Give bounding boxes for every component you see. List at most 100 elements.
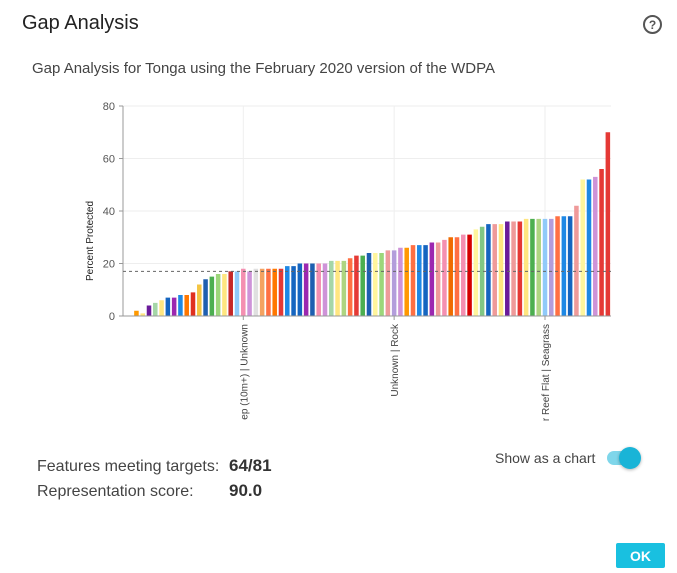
bar bbox=[542, 218, 548, 316]
bar bbox=[511, 221, 516, 316]
x-category-label: ep (10m+) | Unknown bbox=[239, 324, 250, 420]
bar bbox=[505, 221, 510, 316]
bar bbox=[297, 263, 303, 316]
bar bbox=[454, 237, 460, 316]
bar bbox=[517, 221, 523, 316]
bar bbox=[567, 216, 573, 316]
bar bbox=[574, 205, 579, 316]
bar bbox=[423, 245, 428, 316]
bar bbox=[278, 268, 284, 316]
bar bbox=[234, 271, 240, 316]
bar bbox=[165, 297, 171, 316]
bar bbox=[410, 245, 416, 316]
bar bbox=[379, 253, 384, 316]
bar bbox=[190, 292, 196, 316]
bar bbox=[467, 234, 472, 316]
stats-panel: Features meeting targets: 64/81 Represen… bbox=[37, 456, 272, 506]
help-icon[interactable]: ? bbox=[643, 15, 662, 34]
bar bbox=[461, 234, 466, 316]
bar bbox=[203, 279, 208, 316]
bar bbox=[197, 284, 202, 316]
y-tick-label: 20 bbox=[103, 259, 115, 271]
bar bbox=[435, 242, 441, 316]
bar bbox=[498, 224, 504, 316]
bar bbox=[341, 260, 347, 316]
features-meeting-targets-value: 64/81 bbox=[229, 456, 272, 475]
bar bbox=[448, 237, 453, 316]
dialog-title: Gap Analysis bbox=[22, 12, 139, 34]
bar bbox=[561, 216, 567, 316]
y-tick-label: 40 bbox=[103, 206, 115, 218]
bar bbox=[222, 274, 227, 316]
bar bbox=[209, 276, 215, 316]
bar bbox=[360, 255, 365, 316]
bar bbox=[354, 255, 359, 316]
bar bbox=[159, 300, 164, 316]
bar bbox=[322, 263, 328, 316]
features-meeting-targets-label: Features meeting targets: bbox=[37, 458, 220, 475]
bar bbox=[184, 295, 189, 316]
y-tick-label: 0 bbox=[109, 311, 115, 323]
bar bbox=[335, 260, 340, 316]
bar bbox=[442, 239, 447, 316]
representation-score-value: 90.0 bbox=[229, 481, 263, 500]
bar bbox=[523, 218, 529, 316]
y-axis-label: Percent Protected bbox=[85, 201, 96, 281]
bar bbox=[247, 271, 252, 316]
bar bbox=[586, 179, 592, 316]
bar bbox=[479, 226, 485, 316]
bar bbox=[303, 263, 309, 316]
bar bbox=[253, 268, 259, 316]
bar bbox=[241, 268, 246, 316]
bar bbox=[486, 224, 491, 316]
bar bbox=[266, 268, 271, 316]
features-meeting-targets-row: Features meeting targets: 64/81 bbox=[37, 456, 272, 481]
bar bbox=[178, 295, 183, 316]
bar bbox=[291, 266, 296, 316]
bar bbox=[398, 247, 403, 316]
dialog-subtitle: Gap Analysis for Tonga using the Februar… bbox=[32, 60, 496, 77]
bar bbox=[599, 169, 604, 316]
y-tick-label: 60 bbox=[103, 154, 115, 166]
gap-analysis-chart: 0 20 40 60 80 Percent Protected ep (10m+) | Un… bbox=[85, 101, 611, 421]
x-category-label: Unknown | Rock bbox=[390, 323, 401, 397]
bar bbox=[171, 297, 177, 316]
bar bbox=[140, 313, 145, 316]
show-as-chart-toggle[interactable] bbox=[607, 447, 642, 469]
bar bbox=[593, 176, 598, 316]
x-category-label: r Reef Flat | Seagrass bbox=[541, 324, 552, 421]
bar bbox=[146, 305, 152, 316]
bar bbox=[310, 263, 315, 316]
y-tick-label: 80 bbox=[103, 101, 115, 113]
ok-button[interactable]: OK bbox=[616, 543, 665, 568]
bar bbox=[536, 218, 541, 316]
bar bbox=[285, 266, 290, 316]
bar bbox=[215, 274, 221, 316]
bar bbox=[228, 271, 233, 316]
bar bbox=[429, 242, 435, 316]
representation-score-row: Representation score: 90.0 bbox=[37, 481, 272, 506]
show-as-chart-label: Show as a chart bbox=[495, 450, 596, 466]
bar bbox=[316, 263, 321, 316]
bar bbox=[259, 268, 265, 316]
bar bbox=[366, 253, 372, 316]
bar bbox=[549, 218, 554, 316]
bar bbox=[385, 250, 391, 316]
bar bbox=[580, 179, 585, 316]
show-as-chart-toggle-row: Show as a chart bbox=[495, 447, 642, 469]
toggle-knob[interactable] bbox=[619, 447, 642, 469]
bar bbox=[404, 247, 409, 316]
bar bbox=[373, 253, 378, 316]
bar bbox=[530, 218, 535, 316]
bar bbox=[492, 224, 497, 316]
bar bbox=[555, 216, 560, 316]
representation-score-label: Representation score: bbox=[37, 483, 194, 500]
bar bbox=[605, 132, 611, 316]
bar bbox=[347, 258, 353, 316]
bar bbox=[272, 268, 277, 316]
bar bbox=[391, 250, 397, 316]
bar bbox=[329, 260, 334, 316]
bar bbox=[134, 310, 139, 316]
bar bbox=[417, 245, 422, 316]
bar bbox=[473, 229, 479, 316]
